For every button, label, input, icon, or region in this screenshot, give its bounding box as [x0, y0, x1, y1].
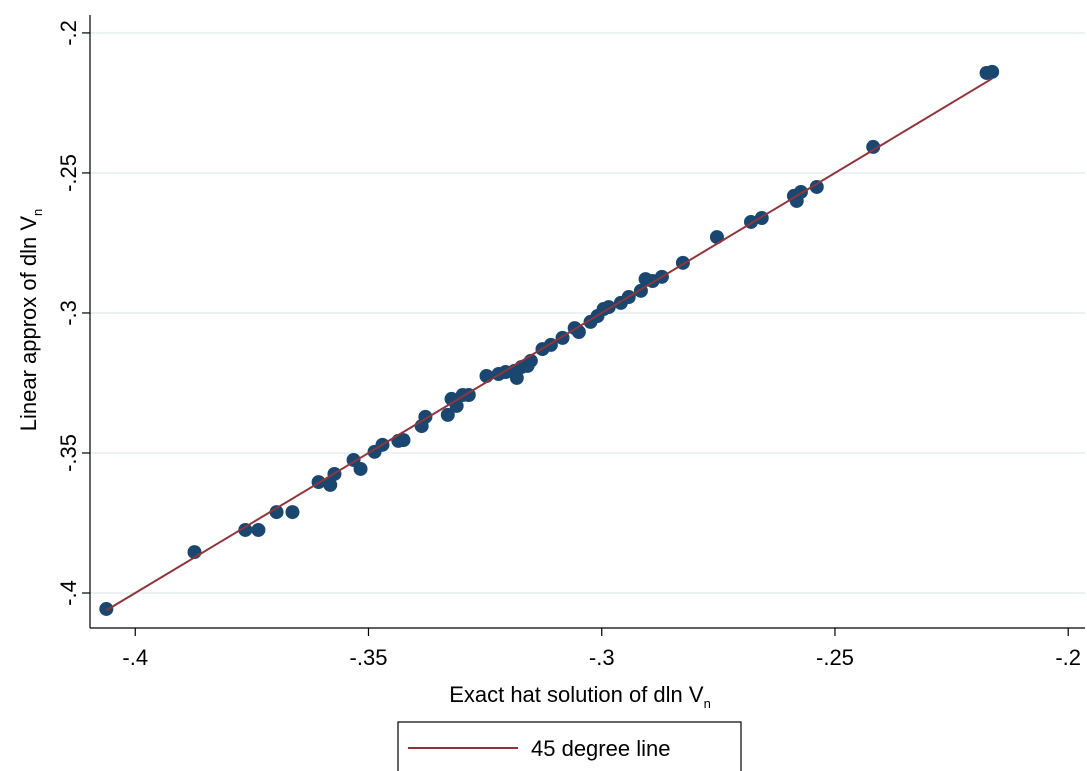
y-tick-label: -.4 [56, 580, 81, 606]
y-axis-title: Linear approx of dln Vn [16, 209, 45, 432]
legend-label: 45 degree line [531, 736, 670, 761]
point [440, 407, 455, 422]
x-tick-label: -.25 [816, 645, 854, 670]
point [479, 368, 494, 383]
point [985, 64, 1000, 79]
x-tick-label: -.4 [122, 645, 148, 670]
point [353, 461, 368, 476]
y-axis-title-text: Linear approx of dln V [16, 216, 41, 432]
point [269, 505, 284, 520]
point [323, 477, 338, 492]
point [396, 433, 411, 448]
x-axis-title-text: Exact hat solution of dln V [449, 682, 704, 707]
x-tick-label: -.35 [350, 645, 388, 670]
x-axis-title-subscript: n [704, 696, 711, 711]
line [105, 77, 993, 612]
y-tick-label: -.35 [56, 434, 81, 472]
x-tick-label: -.2 [1055, 645, 1081, 670]
point [866, 139, 881, 154]
point [285, 505, 300, 520]
point [99, 601, 114, 616]
x-tick-label: -.3 [589, 645, 615, 670]
y-tick-label: -.25 [56, 154, 81, 192]
point [809, 179, 824, 194]
y-tick-label: -.3 [56, 300, 81, 326]
y-axis-title-subscript: n [30, 209, 45, 216]
point [509, 370, 524, 385]
x-axis-title: Exact hat solution of dln Vn [449, 682, 711, 711]
y-tick-label: -.2 [56, 20, 81, 46]
point [238, 522, 253, 537]
legend-box [397, 721, 742, 771]
point [251, 522, 266, 537]
